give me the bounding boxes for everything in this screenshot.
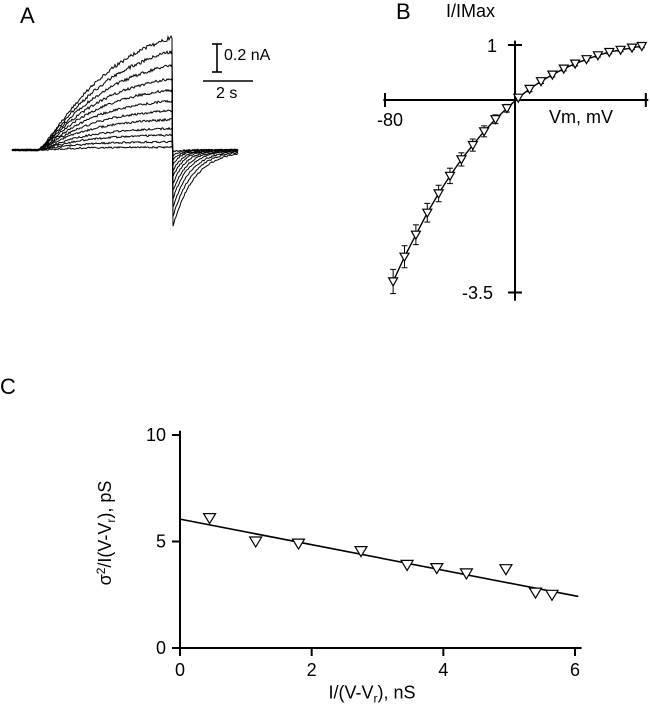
current-trace bbox=[11, 49, 239, 217]
axes bbox=[383, 40, 649, 301]
panel-b-xtick-neg80: -80 bbox=[377, 110, 404, 130]
iv-data-point bbox=[444, 171, 456, 182]
panel-b-ytick-max: 1 bbox=[487, 36, 498, 56]
iv-data-point bbox=[524, 84, 536, 95]
x-tick-label: 4 bbox=[438, 660, 448, 680]
iv-data-point bbox=[535, 77, 547, 87]
panel-c-noise-analysis-plot: 0 2 4 6 0 5 10 bbox=[146, 425, 582, 680]
xlabel-text: ), nS bbox=[377, 682, 416, 703]
scale-bar bbox=[203, 43, 253, 82]
current-trace bbox=[11, 145, 239, 154]
iv-data-point bbox=[410, 230, 422, 241]
x-tick-label: 2 bbox=[307, 660, 317, 680]
iv-data-point bbox=[501, 104, 513, 114]
current-trace bbox=[11, 77, 239, 200]
ylabel-text: ), pS bbox=[95, 480, 115, 519]
iv-data-point bbox=[478, 127, 490, 138]
current-trace bbox=[11, 63, 239, 208]
iv-data-point bbox=[489, 115, 502, 125]
current-trace bbox=[11, 109, 239, 177]
iv-data-point bbox=[387, 277, 399, 288]
y-tick-label: 5 bbox=[156, 532, 166, 552]
iv-data-point bbox=[512, 93, 524, 104]
noise-data-point bbox=[353, 546, 369, 558]
iv-data-point bbox=[636, 41, 648, 52]
iv-data-point bbox=[592, 51, 604, 62]
iv-data-point bbox=[398, 252, 411, 263]
xlabel-text: I/(V-V bbox=[328, 682, 374, 703]
iv-curve bbox=[392, 45, 642, 282]
current-traces bbox=[11, 34, 239, 227]
iv-data-point bbox=[467, 140, 479, 151]
iv-data-point bbox=[433, 189, 445, 200]
current-trace bbox=[11, 133, 239, 161]
panel-b-iv-plot bbox=[383, 40, 649, 301]
noise-data-point bbox=[528, 587, 543, 600]
panel-b-label: B bbox=[396, 0, 411, 24]
iv-data-point bbox=[580, 55, 593, 65]
noise-data-point bbox=[248, 536, 263, 549]
ylabel-superscript: 2 bbox=[94, 567, 108, 575]
panel-a-current-traces-plot bbox=[11, 34, 253, 227]
xlabel-subscript: r bbox=[373, 691, 378, 706]
error-bars bbox=[390, 43, 645, 295]
panel-a-label: A bbox=[20, 3, 35, 28]
current-trace bbox=[11, 88, 239, 191]
iv-data-point bbox=[626, 43, 638, 54]
noise-data-point bbox=[429, 563, 444, 575]
iv-data-point bbox=[615, 45, 627, 56]
iv-data-point bbox=[455, 155, 467, 166]
x-tick-label: 0 bbox=[175, 660, 185, 680]
ylabel-text: /I(V-V bbox=[95, 522, 115, 568]
ylabel-sigma: σ bbox=[95, 574, 115, 586]
noise-data-point bbox=[498, 564, 513, 576]
scalebar-time-label: 2 s bbox=[216, 85, 238, 102]
noise-data-point bbox=[202, 513, 217, 525]
y-tick-label: 10 bbox=[146, 425, 166, 445]
iv-data-point bbox=[603, 47, 615, 58]
data-points bbox=[202, 513, 560, 602]
iv-data-point bbox=[421, 208, 433, 219]
scalebar-current-label: 0.2 nA bbox=[224, 47, 271, 64]
noise-data-point bbox=[291, 538, 306, 551]
iv-data-point bbox=[569, 59, 581, 70]
current-trace bbox=[11, 34, 239, 227]
axes bbox=[179, 430, 582, 649]
ylabel-subscript: r bbox=[104, 518, 118, 523]
iv-data-point bbox=[558, 64, 570, 75]
panel-c-y-axis-title: σ2/I(V-Vr), pS bbox=[94, 480, 118, 586]
iv-data-point bbox=[546, 70, 558, 81]
noise-data-point bbox=[459, 568, 474, 581]
y-tick-label: 0 bbox=[156, 638, 166, 658]
panel-c-label: C bbox=[0, 374, 16, 399]
noise-data-point bbox=[544, 589, 560, 602]
ticks bbox=[172, 434, 576, 656]
panel-b-y-axis-title: I/IMax bbox=[446, 1, 496, 21]
linear-fit-line bbox=[179, 518, 579, 598]
noise-data-point bbox=[400, 559, 415, 572]
data-points bbox=[387, 41, 648, 288]
panel-b-ytick-min: -3.5 bbox=[462, 283, 494, 303]
panel-c-x-axis-title: I/(V-Vr), nS bbox=[328, 684, 415, 705]
panel-b-x-axis-title: Vm, mV bbox=[549, 107, 614, 127]
tick-labels: 0 2 4 6 0 5 10 bbox=[146, 425, 580, 680]
x-tick-label: 6 bbox=[570, 660, 580, 680]
